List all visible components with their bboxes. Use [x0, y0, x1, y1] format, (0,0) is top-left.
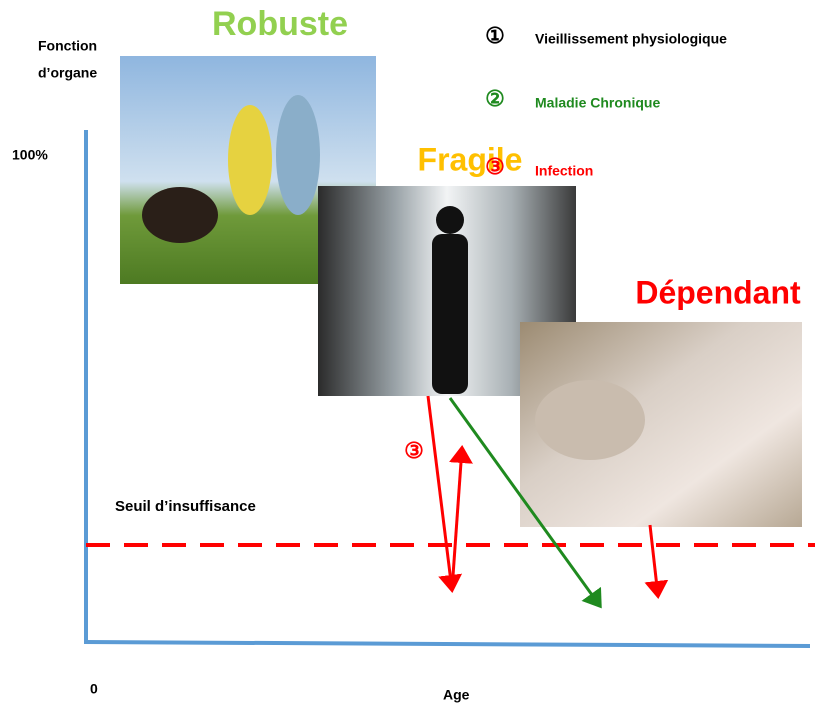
- legend-label: Infection: [535, 163, 593, 179]
- arrow-marker: ③: [404, 438, 424, 463]
- arrow-infection: [644, 524, 669, 599]
- legend-symbol: ②: [485, 86, 505, 111]
- y-top-label: 100%: [12, 147, 48, 163]
- stage-title: Dépendant: [635, 274, 801, 310]
- stage-title: Robuste: [212, 5, 348, 43]
- legend-label: Maladie Chronique: [535, 95, 660, 111]
- photo-dependant-figure: [535, 380, 645, 460]
- arrow-up: [448, 445, 473, 591]
- legend-symbol: ①: [485, 23, 505, 48]
- x-label: Age: [443, 687, 470, 703]
- arrow-down: [426, 395, 463, 593]
- photo-fragile-figure: [432, 206, 468, 394]
- x-axis: [83, 640, 811, 648]
- origin-label: 0: [90, 681, 98, 697]
- threshold-label: Seuil d’insuffisance: [115, 498, 256, 515]
- y-label: Fonction: [38, 38, 97, 54]
- arrow-chronic: [448, 397, 602, 609]
- legend-label: Vieillissement physiologique: [535, 31, 727, 47]
- stage-title: Fragile: [418, 141, 523, 177]
- photo-robuste-figures: [142, 95, 320, 243]
- legend-symbol: ③: [485, 154, 505, 179]
- y-label: d’organe: [38, 65, 97, 81]
